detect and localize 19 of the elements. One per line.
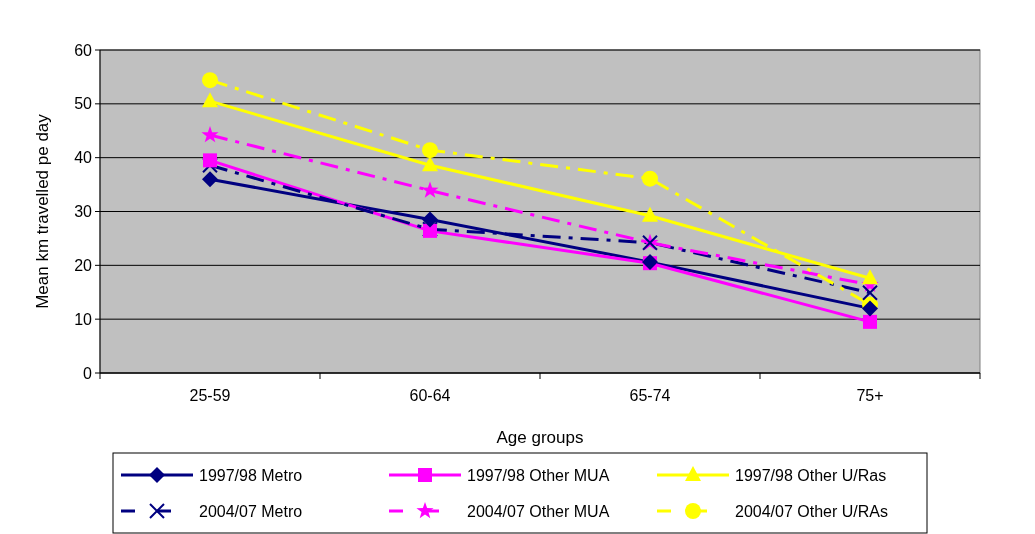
- y-tick-label: 60: [74, 41, 93, 59]
- legend-label: 1997/98 Other U/Ras: [735, 466, 887, 484]
- x-tick-label: 25-59: [189, 387, 231, 404]
- y-tick-label: 20: [74, 256, 93, 274]
- y-tick-label: 0: [83, 364, 93, 382]
- y-tick-label: 10: [74, 310, 93, 328]
- legend-label: 1997/98 Metro: [199, 466, 303, 484]
- x-tick-label: 65-74: [629, 387, 671, 404]
- x-axis-title: Age groups: [496, 428, 584, 447]
- x-tick-label: 60-64: [409, 387, 451, 404]
- y-tick-label: 30: [74, 203, 93, 221]
- y-tick-label: 50: [74, 95, 93, 113]
- legend-label: 1997/98 Other MUA: [467, 466, 610, 484]
- x-tick-label: 75+: [856, 387, 884, 404]
- y-axis-title: Mean km travelled pe day: [33, 113, 52, 309]
- legend-label: 2004/07 Other MUA: [467, 502, 610, 520]
- legend-label: 2004/07 Other U/RAs: [735, 502, 888, 520]
- y-tick-label: 40: [74, 149, 93, 167]
- legend-label: 2004/07 Metro: [199, 502, 303, 520]
